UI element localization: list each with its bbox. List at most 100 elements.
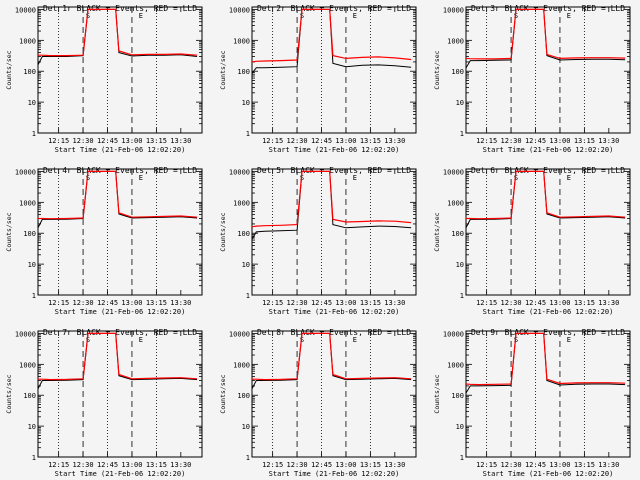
y-tick-label: 100 <box>237 392 250 400</box>
x-tick-label: 13:00 <box>121 299 142 307</box>
y-tick-label: 1 <box>246 130 250 138</box>
annotation-start-marker: S <box>86 336 90 344</box>
plot-frame <box>251 330 417 458</box>
x-tick-label: 12:30 <box>73 137 94 145</box>
x-axis-label: Start Time (21-Feb-06 12:02:20) <box>483 146 614 154</box>
y-tick-label: 100 <box>451 392 464 400</box>
series-line-black <box>252 170 412 241</box>
x-tick-label: 13:00 <box>121 137 142 145</box>
x-tick-label: 13:00 <box>549 299 570 307</box>
annotation-end-marker: E <box>353 174 357 182</box>
y-tick-label: 1000 <box>19 199 36 207</box>
annotation-end-marker: E <box>139 174 143 182</box>
chart-panel-9: 1 10 100 1000 10000 12:15 12:30 12:45 13:00 13:15… <box>433 328 631 478</box>
chart-title: Det 5r BLACK = Events, RED = LLD <box>257 166 411 175</box>
series-line-red <box>38 8 198 57</box>
x-tick-label: 12:15 <box>48 137 69 145</box>
y-tick-label: 10 <box>28 423 36 431</box>
chart-title: Det 1r BLACK = Events, RED = LLD <box>43 4 197 13</box>
x-tick-label: 12:30 <box>287 299 308 307</box>
chart-title: Det 9r BLACK = Events, RED = LLD <box>471 328 625 337</box>
y-tick-label: 10000 <box>15 330 36 338</box>
x-tick-label: 13:30 <box>598 137 619 145</box>
y-tick-label: 1000 <box>233 361 250 369</box>
x-tick-label: 13:15 <box>146 299 167 307</box>
annotation-end-marker: E <box>567 336 571 344</box>
annotation-end-marker: E <box>139 336 143 344</box>
x-tick-label: 13:30 <box>598 299 619 307</box>
x-tick-label: 12:15 <box>48 461 69 469</box>
y-tick-label: 10 <box>456 423 464 431</box>
plot-frame <box>37 168 203 296</box>
y-tick-label: 100 <box>23 68 36 76</box>
y-axis-label: Counts/sec <box>5 50 13 89</box>
x-tick-label: 13:15 <box>574 137 595 145</box>
series-line-black <box>252 8 412 75</box>
x-tick-label: 12:30 <box>287 461 308 469</box>
series-line-red <box>252 170 412 228</box>
y-tick-label: 100 <box>451 230 464 238</box>
x-tick-label: 12:45 <box>311 461 332 469</box>
y-tick-label: 10 <box>456 99 464 107</box>
x-tick-label: 12:15 <box>262 461 283 469</box>
x-tick-label: 13:30 <box>170 299 191 307</box>
chart-title: Det 6r BLACK = Events, RED = LLD <box>471 166 625 175</box>
x-tick-label: 12:15 <box>262 137 283 145</box>
x-tick-label: 13:15 <box>360 299 381 307</box>
x-tick-label: 13:15 <box>574 461 595 469</box>
y-tick-label: 1000 <box>233 37 250 45</box>
annotation-start-marker: S <box>300 336 304 344</box>
y-axis-label: Counts/sec <box>219 50 227 89</box>
x-tick-label: 12:30 <box>501 137 522 145</box>
plot-frame <box>37 6 203 134</box>
y-tick-label: 10000 <box>229 6 250 14</box>
chart-title: Det 7r BLACK = Events, RED = LLD <box>43 328 197 337</box>
annotation-end-marker: E <box>139 12 143 20</box>
y-tick-label: 10000 <box>443 6 464 14</box>
y-tick-label: 10 <box>28 261 36 269</box>
x-tick-label: 13:30 <box>384 137 405 145</box>
annotation-start-marker: S <box>514 12 518 20</box>
x-tick-label: 13:00 <box>549 461 570 469</box>
chart-panel-3: 1 10 100 1000 10000 12:15 12:30 12:45 13:00 13:15… <box>433 4 631 154</box>
y-axis-label: Counts/sec <box>433 50 441 89</box>
y-axis-label: Counts/sec <box>219 374 227 413</box>
plot-frame <box>465 330 631 458</box>
chart-panel-5: 1 10 100 1000 10000 12:15 12:30 12:45 13:00 13:15… <box>219 166 417 316</box>
annotation-start-marker: S <box>86 174 90 182</box>
x-tick-label: 13:00 <box>335 461 356 469</box>
x-tick-label: 13:15 <box>360 461 381 469</box>
x-tick-label: 12:45 <box>97 461 118 469</box>
y-tick-label: 10 <box>456 261 464 269</box>
y-tick-label: 1 <box>460 292 464 300</box>
x-axis-label: Start Time (21-Feb-06 12:02:20) <box>269 308 400 316</box>
y-tick-label: 1000 <box>447 37 464 45</box>
plot-frame <box>251 6 417 134</box>
y-tick-label: 10000 <box>443 168 464 176</box>
y-tick-label: 1 <box>460 454 464 462</box>
x-tick-label: 12:45 <box>97 299 118 307</box>
x-tick-label: 12:15 <box>262 299 283 307</box>
x-axis-label: Start Time (21-Feb-06 12:02:20) <box>483 470 614 478</box>
x-tick-label: 13:15 <box>146 461 167 469</box>
y-axis-label: Counts/sec <box>5 374 13 413</box>
chart-panel-1: 1 10 100 1000 10000 12:15 12:30 12:45 13:00 13:15… <box>5 4 203 154</box>
y-axis-label: Counts/sec <box>5 212 13 251</box>
x-tick-label: 13:00 <box>549 137 570 145</box>
x-tick-label: 13:15 <box>360 137 381 145</box>
x-tick-label: 12:30 <box>501 461 522 469</box>
x-tick-label: 12:45 <box>97 137 118 145</box>
x-tick-label: 12:30 <box>73 299 94 307</box>
y-tick-label: 1 <box>246 292 250 300</box>
x-axis-label: Start Time (21-Feb-06 12:02:20) <box>269 470 400 478</box>
x-tick-label: 12:45 <box>311 299 332 307</box>
y-tick-label: 1000 <box>447 199 464 207</box>
x-tick-label: 13:30 <box>384 299 405 307</box>
x-tick-label: 13:00 <box>121 461 142 469</box>
x-tick-label: 12:15 <box>476 461 497 469</box>
x-tick-label: 12:45 <box>525 299 546 307</box>
chart-panel-6: 1 10 100 1000 10000 12:15 12:30 12:45 13:00 13:15… <box>433 166 631 316</box>
x-tick-label: 13:30 <box>384 461 405 469</box>
plot-frame <box>37 330 203 458</box>
